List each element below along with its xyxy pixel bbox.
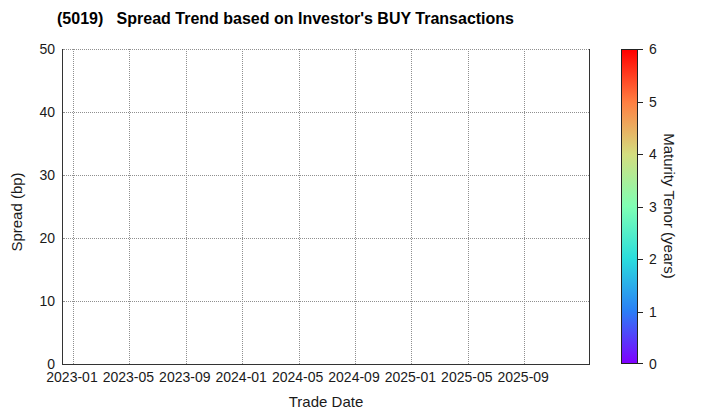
chart-title: (5019) Spread Trend based on Investor's …	[57, 10, 514, 28]
x-tick-label: 2025-09	[483, 369, 563, 385]
x-gridline	[242, 49, 243, 364]
colorbar-tick	[638, 102, 643, 103]
colorbar-tick	[638, 207, 643, 208]
colorbar-tick	[638, 363, 643, 364]
colorbar-tick-label: 5	[649, 93, 669, 111]
y-gridline	[63, 301, 589, 302]
y-gridline	[63, 238, 589, 239]
y-tick-label: 0	[6, 355, 55, 373]
colorbar-tick	[638, 259, 643, 260]
x-gridline	[355, 49, 356, 364]
y-tick-label: 40	[6, 103, 55, 121]
colorbar-tick-label: 1	[649, 303, 669, 321]
colorbar	[621, 49, 638, 364]
colorbar-tick	[638, 49, 643, 50]
colorbar-tick	[638, 154, 643, 155]
y-gridline	[63, 112, 589, 113]
y-tick-label: 20	[6, 229, 55, 247]
y-tick-label: 50	[6, 40, 55, 58]
x-gridline	[299, 49, 300, 364]
colorbar-tick	[638, 312, 643, 313]
colorbar-tick-label: 0	[649, 355, 669, 373]
colorbar-tick-label: 2	[649, 250, 669, 268]
colorbar-tick-label: 3	[649, 198, 669, 216]
y-tick-label: 30	[6, 166, 55, 184]
x-axis-label: Trade Date	[245, 393, 407, 410]
x-gridline	[129, 49, 130, 364]
y-gridline	[63, 49, 589, 50]
colorbar-tick-label: 6	[649, 40, 669, 58]
x-gridline	[73, 49, 74, 364]
y-gridline	[63, 175, 589, 176]
x-gridline	[468, 49, 469, 364]
plot-area	[62, 49, 590, 365]
x-gridline	[524, 49, 525, 364]
x-gridline	[411, 49, 412, 364]
x-gridline	[186, 49, 187, 364]
y-tick-label: 10	[6, 292, 55, 310]
colorbar-tick-label: 4	[649, 145, 669, 163]
spread-trend-chart: (5019) Spread Trend based on Investor's …	[0, 0, 720, 420]
